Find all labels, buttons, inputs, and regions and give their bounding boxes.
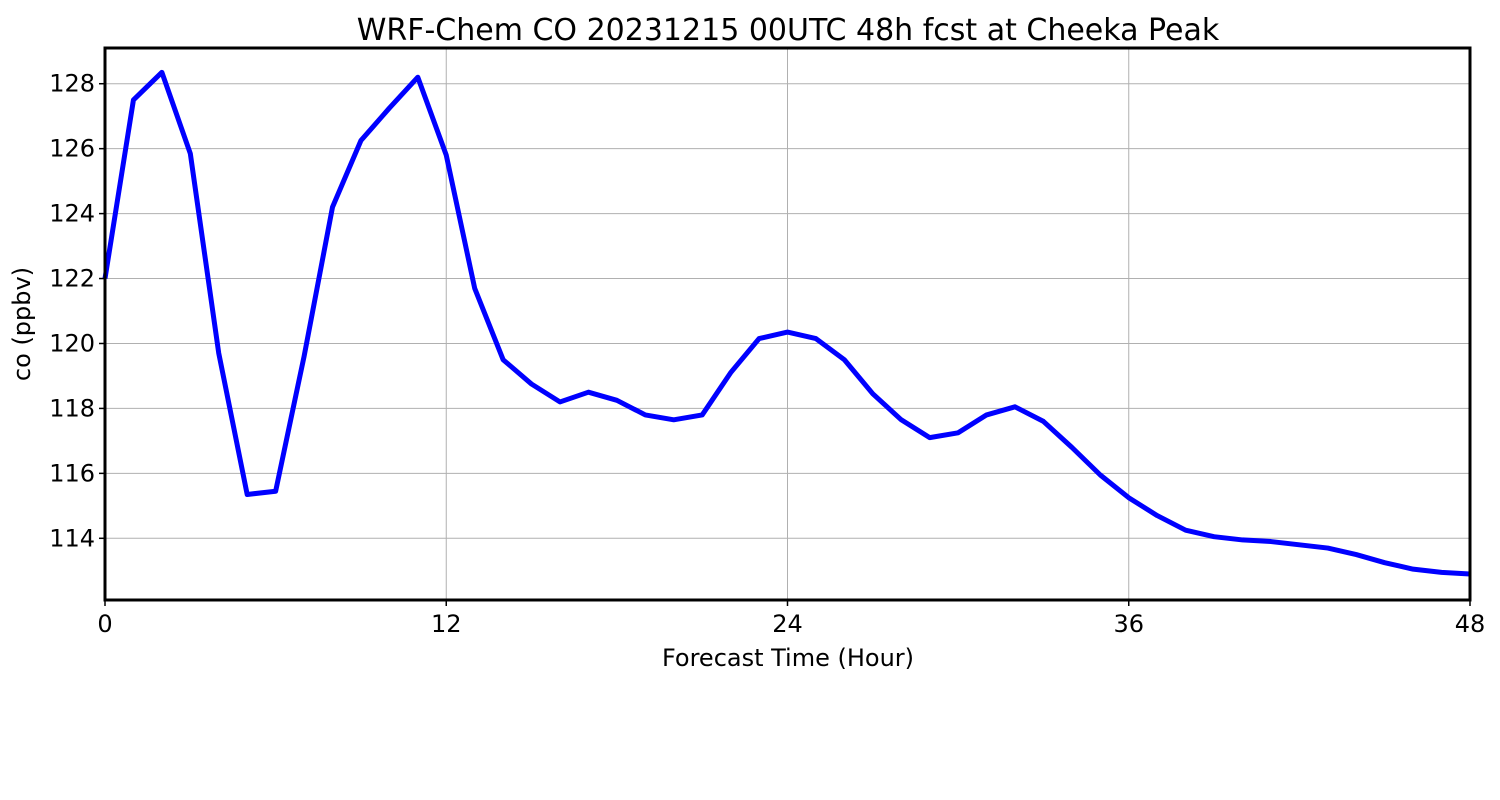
y-tick-label: 122 xyxy=(49,265,95,293)
axis-ticks: 0 12 24 36 48 114 116 118 120 122 124 126 128 xyxy=(49,70,1485,638)
x-tick-label: 24 xyxy=(772,610,803,638)
y-tick-label: 114 xyxy=(49,524,95,552)
x-tick-label: 0 xyxy=(97,610,112,638)
y-tick-label: 118 xyxy=(49,394,95,422)
y-axis-label: co (ppbv) xyxy=(8,267,36,381)
y-tick-label: 116 xyxy=(49,459,95,487)
x-tick-label: 36 xyxy=(1113,610,1144,638)
y-tick-label: 120 xyxy=(49,329,95,357)
y-tick-label: 126 xyxy=(49,135,95,163)
x-tick-label: 48 xyxy=(1455,610,1486,638)
chart-title: WRF-Chem CO 20231215 00UTC 48h fcst at C… xyxy=(357,13,1220,48)
x-tick-label: 12 xyxy=(431,610,462,638)
y-tick-label: 124 xyxy=(49,200,95,228)
co-series-line xyxy=(102,69,1471,577)
plot-area xyxy=(102,69,1471,577)
x-axis-label: Forecast Time (Hour) xyxy=(662,644,914,672)
y-tick-label: 128 xyxy=(49,70,95,98)
